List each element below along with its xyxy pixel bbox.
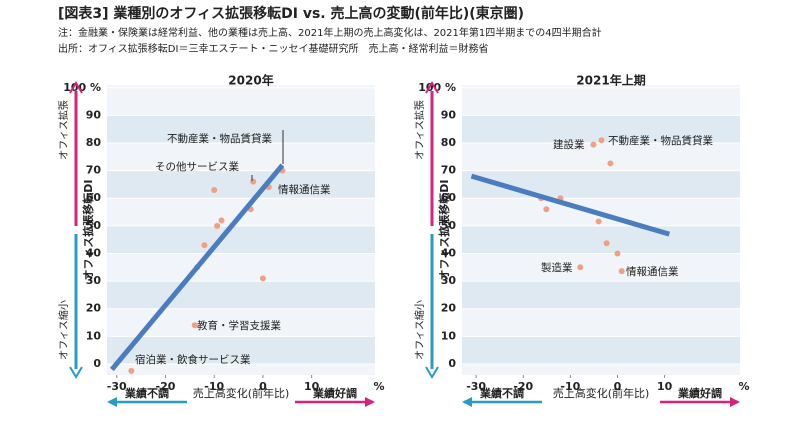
data-point xyxy=(211,186,218,193)
data-point xyxy=(201,242,208,249)
y-tick-label: 0 xyxy=(93,357,101,370)
y-tick-label: 20 xyxy=(441,302,457,315)
y-tick-label: 30 xyxy=(441,274,457,287)
x-tick-label: 0 xyxy=(259,380,267,393)
annotation: 製造業 xyxy=(541,261,573,274)
annotation: 教育・学習支援業 xyxy=(197,319,281,332)
arrow-head xyxy=(69,366,83,379)
x-tick-label: -10 xyxy=(204,380,224,393)
annotation: 情報通信業 xyxy=(278,183,331,196)
y-arrow-label: オフィス拡張 xyxy=(413,100,426,160)
x-tick-label: 0 xyxy=(614,380,622,393)
source: 出所：オフィス拡張移転DI＝三幸エステート・ニッセイ基礎研究所 売上高・経常利益… xyxy=(58,42,488,55)
y-tick-label: 90 xyxy=(441,108,457,121)
grid-band xyxy=(107,225,375,254)
data-point xyxy=(598,137,605,144)
x-axis-label: 売上高変化(前年比) xyxy=(193,386,290,400)
trend-line xyxy=(470,173,671,237)
arrow-head xyxy=(425,81,439,94)
data-point xyxy=(250,178,257,185)
y-tick-label: 0 xyxy=(448,357,456,370)
y-arrow-label: オフィス縮小 xyxy=(57,300,70,360)
y-axis-label: オフィス拡張移転DI xyxy=(81,179,95,280)
x-arrow-label: 業績好調 xyxy=(312,386,357,400)
data-point xyxy=(614,250,621,257)
data-point xyxy=(543,206,550,213)
y-tick-label: 20 xyxy=(86,302,102,315)
annotation: その他サービス業 xyxy=(155,160,239,173)
data-point xyxy=(590,141,597,148)
y-tick-label: 40 xyxy=(441,246,457,259)
grid-band xyxy=(462,336,740,364)
x-tick-label: -30 xyxy=(466,380,486,393)
y-axis-label: オフィス拡張移転DI xyxy=(437,179,451,280)
x-tick-label: -20 xyxy=(513,380,533,393)
x-unit: % xyxy=(738,380,749,393)
data-point xyxy=(577,264,584,271)
data-point xyxy=(595,218,602,225)
data-point xyxy=(603,240,610,247)
x-axis-label: 売上高変化(前年比) xyxy=(553,386,650,400)
chart-title: 2021年上期 xyxy=(576,73,645,88)
y-tick-label: 80 xyxy=(86,136,102,149)
arrow-head xyxy=(425,366,439,379)
y-tick-label: 60 xyxy=(441,191,457,204)
x-arrow-label: 業績不調 xyxy=(124,386,169,400)
y-tick-label: 30 xyxy=(86,274,102,287)
trend-line xyxy=(109,163,285,372)
arrow-head xyxy=(107,397,117,407)
y-tick-label: 10 xyxy=(86,329,102,342)
y-arrow-label: オフィス拡張 xyxy=(57,100,70,160)
grid-band xyxy=(107,170,375,199)
note: 注：金融業・保険業は経常利益、他の業種は売上高、2021年上期の売上高変化は、2… xyxy=(58,26,602,39)
data-point xyxy=(618,268,625,275)
grid-band xyxy=(462,281,740,309)
annotation: 宿泊業・飲食サービス業 xyxy=(135,353,251,366)
y-arrow-label: オフィス縮小 xyxy=(413,300,426,360)
x-tick-label: 10 xyxy=(304,380,320,393)
y-tick-label: 80 xyxy=(441,136,457,149)
annotation: 建設業 xyxy=(553,138,585,151)
x-unit: % xyxy=(373,380,384,393)
data-point xyxy=(218,217,225,224)
page-title: [図表3] 業種別のオフィス拡張移転DI vs. 売上高の変動(前年比)(東京圏… xyxy=(58,5,524,22)
x-tick-label: -30 xyxy=(107,380,127,393)
x-arrow-label: 業績好調 xyxy=(677,386,722,400)
data-point xyxy=(191,322,198,329)
grid-band xyxy=(107,115,375,143)
y-tick-label: 40 xyxy=(86,246,102,259)
grid-band xyxy=(107,281,375,309)
annotation: 不動産業・物品賃貸業 xyxy=(608,134,713,147)
arrow-head xyxy=(365,397,375,407)
annotation: 情報通信業 xyxy=(626,265,679,278)
annotation: 不動産業・物品賃貸業 xyxy=(167,132,272,145)
y-tick-label: 70 xyxy=(86,164,102,177)
data-point xyxy=(259,275,266,282)
x-arrow-label: 業績不調 xyxy=(479,386,524,400)
y-tick-label: 70 xyxy=(441,164,457,177)
y-tick-label: 90 xyxy=(86,108,102,121)
grid-band xyxy=(462,225,740,254)
grid-band xyxy=(107,336,375,364)
y-tick-label: 10 xyxy=(441,329,457,342)
x-tick-label: -20 xyxy=(156,380,176,393)
data-point xyxy=(128,367,135,374)
data-point xyxy=(214,222,221,229)
y-tick-label: 60 xyxy=(86,191,102,204)
x-tick-label: -10 xyxy=(560,380,580,393)
x-tick-label: 10 xyxy=(657,380,673,393)
arrow-head xyxy=(69,81,83,94)
y-tick-label: 50 xyxy=(441,219,457,232)
arrow-head xyxy=(730,397,740,407)
data-point xyxy=(607,160,614,167)
chart-title: 2020年 xyxy=(228,73,273,88)
y-tick-label: 50 xyxy=(86,219,102,232)
arrow-head xyxy=(462,397,472,407)
